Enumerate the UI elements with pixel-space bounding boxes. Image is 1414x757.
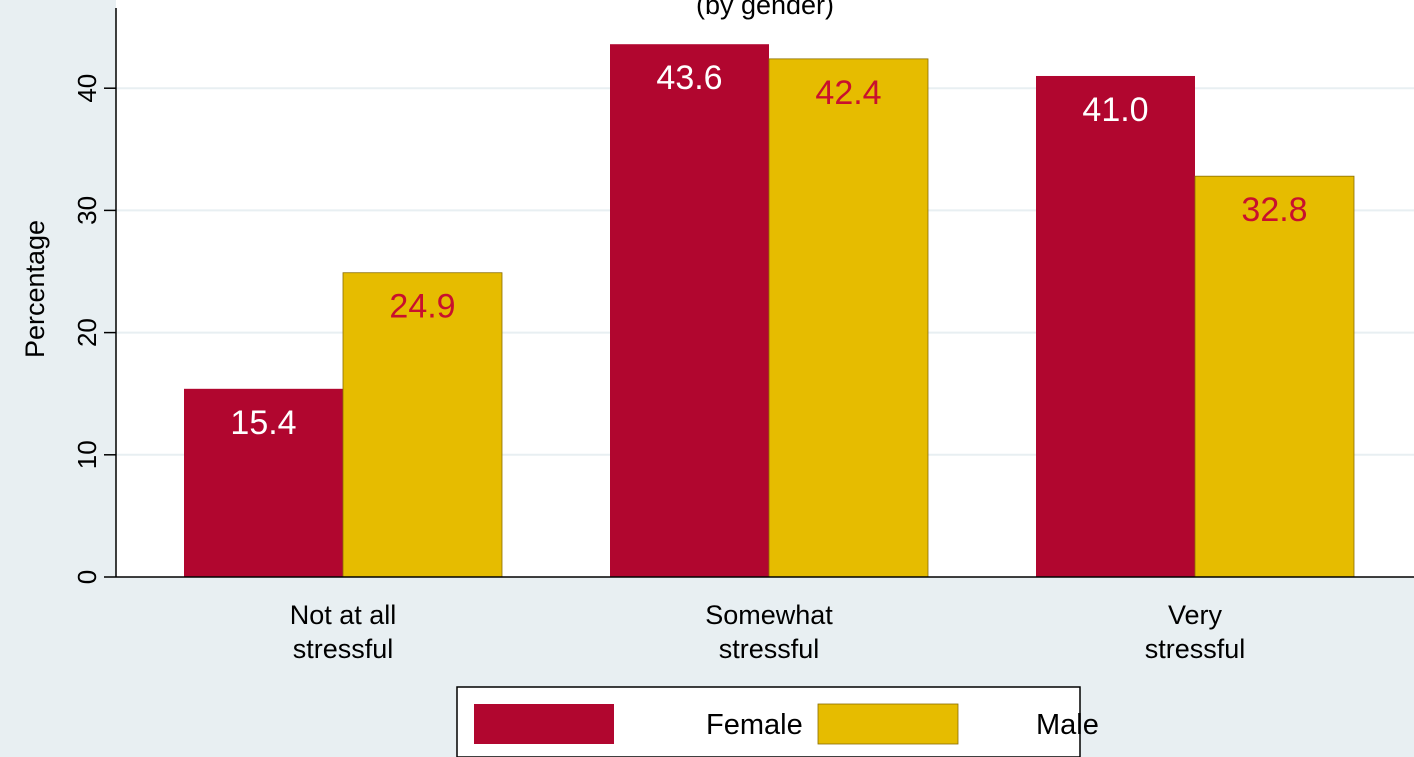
bar-value-label: 24.9 [389,288,455,326]
legend-swatch-female [474,704,614,744]
bar-value-label: 15.4 [230,404,296,442]
bar-value-label: 32.8 [1241,191,1307,229]
bar-male-1 [768,58,929,578]
y-tick-label: 40 [72,74,102,103]
legend-swatch-male [817,703,959,745]
legend-label-male: Male [1036,709,1099,741]
x-category-label: stressful [293,634,394,664]
x-category-label: Somewhat [705,600,833,630]
y-axis: 0 10 20 30 40 [72,8,1414,584]
bar-female-2 [1036,75,1195,577]
legend: Female Male [456,686,1099,757]
bar-male-0 [342,272,503,578]
bar-female-1 [610,44,769,577]
bar-value-label: 42.4 [815,74,881,112]
x-category-label: stressful [719,634,820,664]
y-tick-label: 10 [72,440,102,469]
bar-male-2 [1194,175,1355,578]
x-category-label: Very [1168,600,1223,630]
x-category-label: Not at all [290,600,397,630]
x-category-label: stressful [1145,634,1246,664]
legend-label-female: Female [706,709,803,741]
x-axis-labels: Not at all stressful Somewhat stressful Very… [290,600,1246,664]
chart-title: (by gender) [696,0,834,20]
bars: 15.4 43.6 41.0 24.9 42.4 32.8 [184,44,1355,578]
bar-female-0 [184,388,343,577]
y-tick-label: 30 [72,196,102,225]
y-axis-title: Percentage [20,220,50,358]
y-tick-label: 20 [72,318,102,347]
bar-value-label: 43.6 [656,59,722,97]
bar-value-label: 41.0 [1082,91,1148,129]
y-tick-label: 0 [72,570,102,584]
